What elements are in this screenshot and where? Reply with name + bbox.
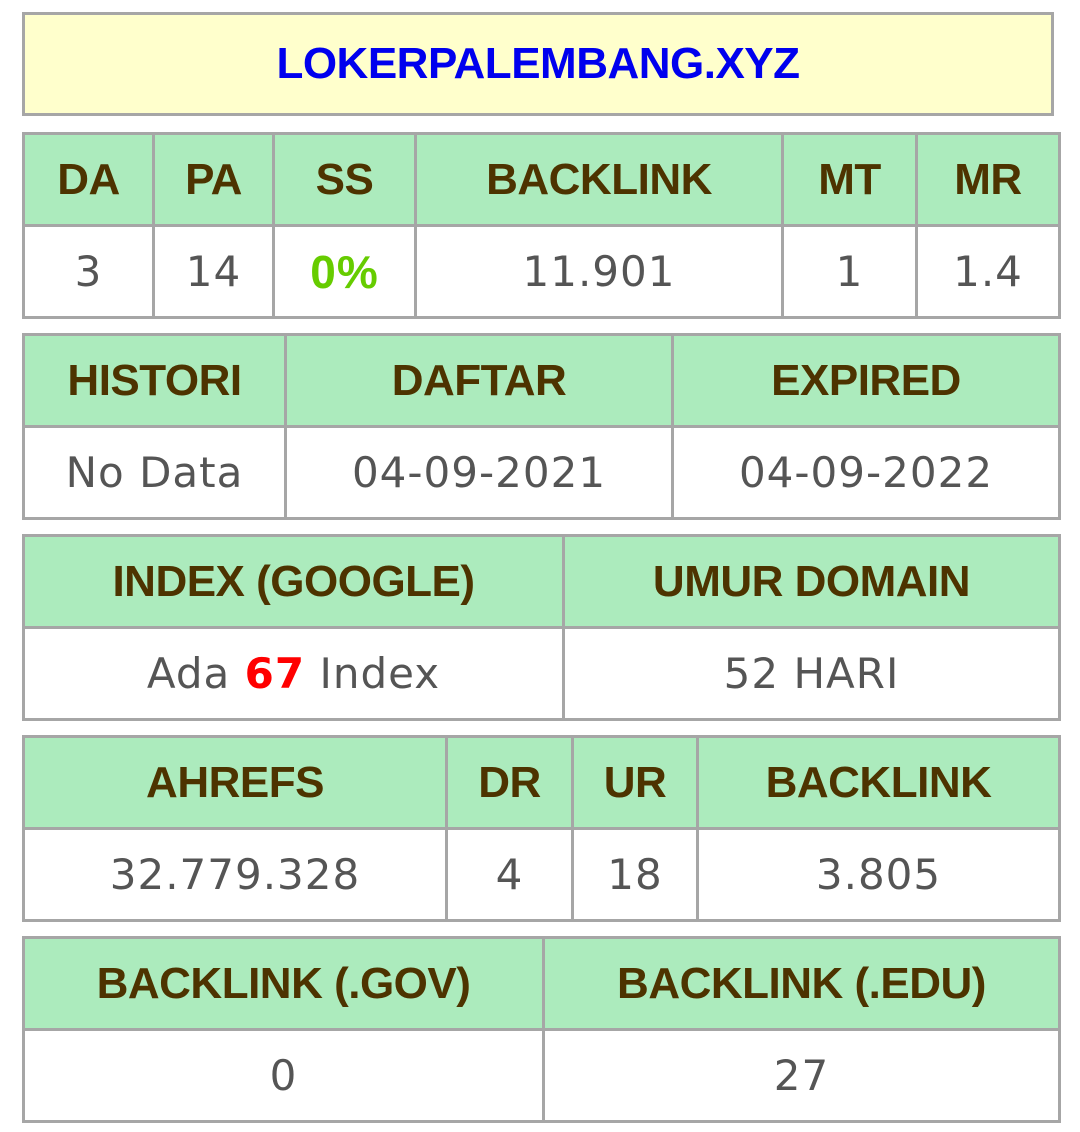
value-backlink-gov: 0	[22, 1028, 545, 1123]
header-umur-domain: UMUR DOMAIN	[562, 534, 1061, 629]
value-umur-domain: 52 HARI	[562, 626, 1061, 721]
header-mt: MT	[781, 132, 918, 227]
registration-value-row: No Data 04-09-2021 04-09-2022	[22, 425, 1061, 520]
special-backlinks-value-row: 0 27	[22, 1028, 1061, 1123]
value-mt: 1	[781, 224, 918, 319]
moz-metrics-table: DA PA SS BACKLINK MT MR 3 14 0% 11.901 1…	[22, 132, 1061, 319]
header-index-google: INDEX (GOOGLE)	[22, 534, 565, 629]
value-ur: 18	[571, 827, 699, 922]
value-ahrefs-backlink: 3.805	[696, 827, 1061, 922]
registration-table: HISTORI DAFTAR EXPIRED No Data 04-09-202…	[22, 333, 1061, 520]
value-backlink-edu: 27	[542, 1028, 1061, 1123]
header-ur: UR	[571, 735, 699, 830]
header-histori: HISTORI	[22, 333, 287, 428]
registration-header-row: HISTORI DAFTAR EXPIRED	[22, 333, 1061, 428]
ahrefs-value-row: 32.779.328 4 18 3.805	[22, 827, 1061, 922]
value-daftar: 04-09-2021	[284, 425, 674, 520]
header-expired: EXPIRED	[671, 333, 1061, 428]
header-mr: MR	[915, 132, 1061, 227]
header-ss: SS	[272, 132, 417, 227]
header-ahrefs: AHREFS	[22, 735, 448, 830]
value-backlink: 11.901	[414, 224, 784, 319]
ahrefs-header-row: AHREFS DR UR BACKLINK	[22, 735, 1061, 830]
value-dr: 4	[445, 827, 574, 922]
header-ahrefs-backlink: BACKLINK	[696, 735, 1061, 830]
header-daftar: DAFTAR	[284, 333, 674, 428]
moz-header-row: DA PA SS BACKLINK MT MR	[22, 132, 1061, 227]
index-suffix: Index	[319, 649, 441, 698]
value-ss: 0%	[310, 245, 379, 298]
header-da: DA	[22, 132, 155, 227]
special-backlinks-table: BACKLINK (.GOV) BACKLINK (.EDU) 0 27	[22, 936, 1061, 1123]
header-backlink-gov: BACKLINK (.GOV)	[22, 936, 545, 1031]
index-value-row: Ada 67 Index 52 HARI	[22, 626, 1061, 721]
header-backlink-edu: BACKLINK (.EDU)	[542, 936, 1061, 1031]
header-dr: DR	[445, 735, 574, 830]
domain-title-box: LOKERPALEMBANG.XYZ	[22, 12, 1054, 116]
value-mr: 1.4	[915, 224, 1061, 319]
index-prefix: Ada	[146, 649, 231, 698]
moz-value-row: 3 14 0% 11.901 1 1.4	[22, 224, 1061, 319]
value-index-google: Ada 67 Index	[22, 626, 565, 721]
value-ss-cell: 0%	[272, 224, 417, 319]
value-expired: 04-09-2022	[671, 425, 1061, 520]
value-da: 3	[22, 224, 155, 319]
domain-title: LOKERPALEMBANG.XYZ	[276, 39, 800, 88]
header-pa: PA	[152, 132, 275, 227]
value-pa: 14	[152, 224, 275, 319]
value-ahrefs-rank: 32.779.328	[22, 827, 448, 922]
header-backlink: BACKLINK	[414, 132, 784, 227]
index-header-row: INDEX (GOOGLE) UMUR DOMAIN	[22, 534, 1061, 629]
special-backlinks-header-row: BACKLINK (.GOV) BACKLINK (.EDU)	[22, 936, 1061, 1031]
index-count: 67	[244, 649, 306, 698]
index-table: INDEX (GOOGLE) UMUR DOMAIN Ada 67 Index …	[22, 534, 1061, 721]
ahrefs-table: AHREFS DR UR BACKLINK 32.779.328 4 18 3.…	[22, 735, 1061, 922]
value-histori: No Data	[22, 425, 287, 520]
